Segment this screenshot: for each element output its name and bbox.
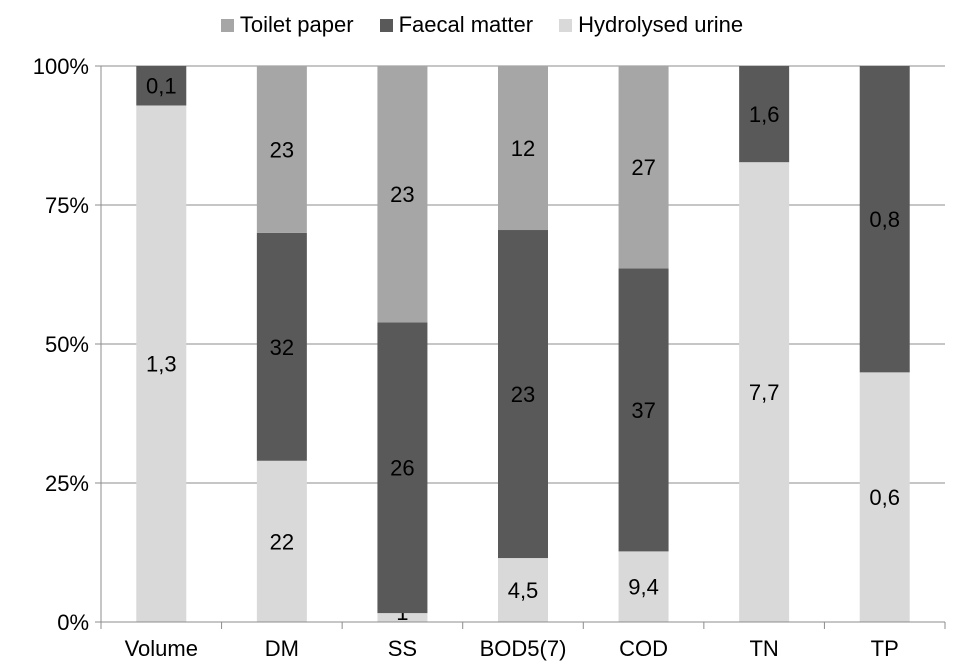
bar-segment: [256, 232, 307, 461]
bar-segment: [859, 66, 910, 373]
legend-swatch: [220, 18, 234, 32]
bar-segment: [618, 268, 669, 552]
x-tick-label: BOD5(7): [480, 636, 567, 661]
data-label: 1,3: [146, 352, 177, 377]
y-tick-label: 75%: [45, 193, 89, 218]
x-tick-label: TN: [749, 636, 778, 661]
y-tick-label: 25%: [45, 471, 89, 496]
data-label: 4,5: [508, 578, 539, 603]
bar-segment: [377, 66, 428, 323]
bar-segment: [377, 322, 428, 614]
bar-segment: [739, 162, 790, 623]
data-label: 1,6: [749, 102, 780, 127]
x-tick-label: Volume: [125, 636, 198, 661]
legend-label: Hydrolysed urine: [578, 12, 744, 37]
data-label: 12: [511, 136, 535, 161]
legend-item: Hydrolysed urine: [559, 12, 743, 38]
chart-legend: Toilet paper Faecal matter Hydrolysed urin…: [0, 12, 964, 38]
data-label: 23: [511, 382, 535, 407]
bar-segment: [739, 66, 790, 163]
data-label: 0,8: [869, 207, 900, 232]
legend-swatch: [559, 18, 573, 32]
bar-segment: [256, 66, 307, 233]
x-tick-label: DM: [265, 636, 299, 661]
data-label: 22: [270, 529, 294, 554]
bar-segment: [498, 230, 548, 559]
x-tick-label: COD: [619, 636, 668, 661]
x-tick-label: TP: [871, 636, 899, 661]
data-label: 26: [390, 456, 414, 481]
data-label: 23: [390, 182, 414, 207]
legend-label: Toilet paper: [239, 12, 354, 37]
bar-segment: [498, 558, 548, 622]
bar-segment: [859, 372, 910, 622]
y-tick-label: 0%: [57, 610, 89, 635]
data-label: 0,6: [869, 485, 900, 510]
bar-segment: [618, 66, 669, 269]
legend-label: Faecal matter: [398, 12, 534, 37]
data-label: 37: [631, 398, 655, 423]
data-label: 27: [631, 155, 655, 180]
data-label: 23: [270, 137, 294, 162]
data-label: 32: [270, 335, 294, 360]
bar-segment: [136, 105, 187, 622]
data-label: 0,1: [146, 74, 177, 99]
y-tick-label: 100%: [33, 54, 89, 79]
legend-item: Toilet paper: [220, 12, 354, 38]
x-tick-label: SS: [388, 636, 417, 661]
bar-segment: [498, 66, 548, 231]
data-label: 9,4: [628, 575, 659, 600]
bar-segment: [377, 613, 428, 622]
legend-swatch: [379, 18, 393, 32]
bar-segment: [618, 551, 669, 622]
bar-segment: [256, 460, 307, 622]
data-label: 7,7: [749, 380, 780, 405]
y-tick-label: 50%: [45, 332, 89, 357]
bar-segment: [136, 66, 187, 106]
legend-item: Faecal matter: [379, 12, 534, 38]
